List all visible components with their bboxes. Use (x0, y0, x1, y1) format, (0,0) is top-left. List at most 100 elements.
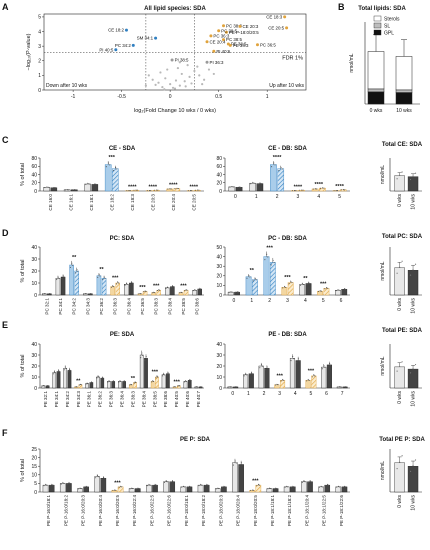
volcano-point-nonsignificant (207, 68, 211, 71)
replicate-dot-E2 (280, 380, 282, 382)
x-tick-label-E1: PE 40:7 (196, 391, 201, 408)
replicate-dot-C1 (148, 190, 151, 192)
replicate-dot-C1 (174, 188, 176, 190)
replicate-dot-F1 (303, 480, 305, 482)
replicate-dot-E2 (339, 386, 341, 388)
y-tick-label-E2: 20 (216, 364, 222, 370)
x-tick-label-D2: 4 (304, 298, 307, 304)
replicate-dot-D1 (74, 272, 77, 274)
significance-stars-F1: *** (114, 480, 121, 486)
x-tick-label-D1: PC 34:1 (58, 298, 63, 315)
bar-0wks-F1 (301, 481, 307, 493)
replicate-dot-C2 (229, 186, 231, 188)
volcano-point-grey (170, 58, 174, 62)
replicate-dot-F1 (218, 488, 220, 490)
stacked-bar-sterols (367, 51, 385, 90)
x-tick-label-F1: PE P-16:0/20:4 (98, 495, 103, 527)
bar-0wks-E1 (52, 372, 57, 389)
bar-0wks-F1 (94, 476, 100, 493)
volcano-point-down (114, 48, 118, 52)
x-tick-label-C2: 0 (234, 194, 237, 200)
bar-10wks-F1 (169, 481, 176, 493)
y-tick-label-F1: 5 (34, 481, 37, 487)
panel-letter-E: E (2, 320, 8, 330)
total-replicate-dot-D3 (412, 269, 414, 271)
replicate-dot-D2 (246, 277, 248, 279)
volcano-y-tick-label: 0 (38, 88, 41, 94)
replicate-dot-D1 (84, 293, 87, 295)
replicate-dot-D1 (118, 282, 120, 284)
replicate-dot-F1 (96, 475, 99, 477)
volcano-point-label: PC 38:5 (226, 37, 242, 42)
x-tick-label-E2: 1 (247, 391, 250, 397)
replicate-dot-E2 (260, 364, 263, 366)
replicate-dot-C1 (66, 189, 69, 191)
replicate-dot-F1 (267, 488, 269, 490)
volcano-point-nonsignificant (163, 88, 166, 91)
total-replicate-dot-E3 (399, 365, 401, 368)
replicate-dot-F1 (184, 486, 186, 488)
bar-0wks-C1 (104, 164, 112, 192)
replicate-dot-E1 (189, 379, 191, 381)
replicate-dot-E2 (344, 386, 346, 388)
volcano-point-nonsignificant (173, 87, 177, 90)
y-tick-label-C1: 0 (34, 189, 37, 195)
replicate-dot-D2 (342, 289, 344, 291)
replicate-dot-D1 (90, 293, 92, 295)
x-tick-label-D2: 5 (322, 298, 325, 304)
bar-10wks-E1 (100, 377, 105, 389)
replicate-dot-E1 (178, 385, 180, 387)
replicate-dot-D1 (98, 274, 100, 276)
y-tick-label-E2: 30 (216, 353, 222, 359)
replicate-dot-F1 (320, 485, 322, 488)
significance-stars-C1: *** (109, 155, 116, 161)
volcano-point-label: PE 38:5 (231, 42, 247, 47)
bar-0wks-D1 (110, 286, 115, 296)
replicate-dot-D1 (165, 287, 167, 289)
total-replicate-dot-E3 (414, 363, 417, 366)
replicate-dot-C1 (47, 186, 49, 188)
panels-layer: A B C D E F All lipid species: SDA log₂(Fold Ch… (2, 2, 425, 526)
volcano-point-nonsignificant (176, 66, 180, 70)
replicate-dot-D2 (254, 278, 256, 280)
volcano-point-nonsignificant (196, 65, 199, 68)
replicate-dot-F1 (239, 466, 241, 468)
replicate-dot-C1 (64, 189, 66, 191)
volcano-plot-frame (43, 13, 307, 91)
replicate-dot-D2 (343, 288, 346, 290)
replicate-dot-E1 (54, 372, 56, 374)
replicate-dot-E1 (53, 371, 55, 373)
replicate-dot-E2 (307, 379, 309, 381)
x-tick-label-C1: CE 16:1 (68, 194, 73, 211)
volcano-point-nonsignificant (188, 75, 191, 78)
legend-swatch-sterols (373, 15, 382, 22)
volcano-point-nonsignificant (180, 72, 183, 76)
replicate-dot-D1 (151, 292, 153, 294)
replicate-dot-D1 (104, 277, 106, 279)
x-tick-label-F1: PE P-16:0/20:5 (115, 495, 120, 527)
significance-stars-C1: **** (128, 184, 137, 190)
replicate-dot-C2 (322, 187, 324, 189)
y-tick-label-E1: 0 (34, 386, 37, 392)
replicate-dot-C1 (44, 187, 46, 189)
bar-10wks-C1 (112, 168, 119, 192)
y-tick-label-D2: 10 (216, 283, 222, 289)
replicate-dot-D1 (85, 293, 87, 295)
replicate-dot-C2 (335, 190, 337, 192)
replicate-dot-C2 (342, 189, 345, 191)
volcano-point-nonsignificant (157, 81, 160, 84)
replicate-dot-D1 (192, 290, 194, 292)
volcano-point-nonsignificant (169, 83, 172, 86)
replicate-dot-E2 (259, 367, 261, 369)
replicate-dot-D2 (345, 288, 347, 290)
replicate-dot-E1 (78, 384, 80, 386)
total-bar-F2 (407, 466, 419, 493)
total-lipids-y-label: nmol/mL (349, 53, 355, 72)
bar-0wks-D1 (96, 275, 102, 296)
replicate-dot-F1 (235, 462, 237, 464)
replicate-dot-D1 (47, 293, 49, 295)
volcano-y-tick-label: 1 (38, 73, 41, 79)
replicate-dot-F1 (66, 483, 68, 485)
replicate-dot-D1 (102, 278, 104, 281)
volcano-point-nonsignificant (147, 74, 150, 77)
